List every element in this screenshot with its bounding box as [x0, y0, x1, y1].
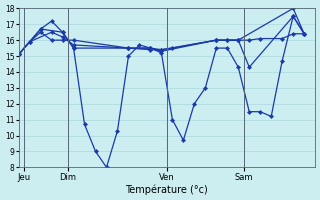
X-axis label: Température (°c): Température (°c) [125, 185, 208, 195]
